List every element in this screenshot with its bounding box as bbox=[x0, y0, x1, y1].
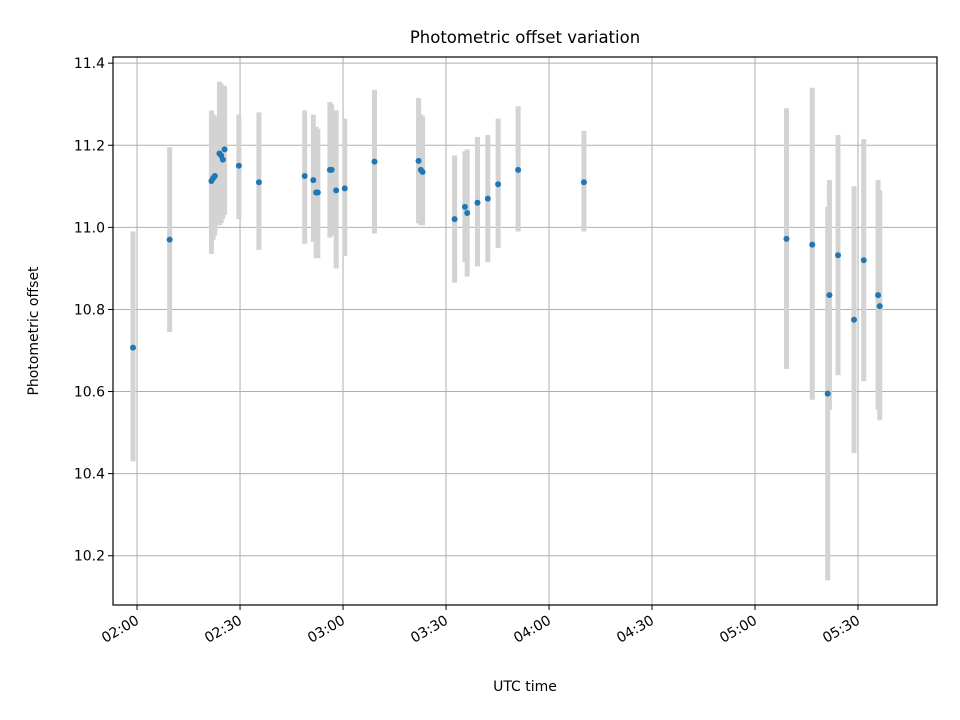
data-point bbox=[875, 292, 882, 299]
data-point bbox=[876, 303, 883, 310]
data-point bbox=[515, 166, 522, 173]
y-tick-label: 10.2 bbox=[74, 549, 105, 565]
data-point bbox=[341, 185, 348, 192]
data-point bbox=[235, 162, 242, 169]
y-tick-label: 11.0 bbox=[74, 220, 105, 236]
data-point bbox=[166, 236, 173, 243]
data-point bbox=[314, 189, 321, 196]
y-tick-label: 10.8 bbox=[74, 302, 105, 318]
data-point bbox=[461, 203, 468, 210]
data-point bbox=[219, 156, 226, 163]
data-point bbox=[824, 390, 831, 397]
data-point bbox=[255, 179, 262, 186]
data-point bbox=[371, 158, 378, 165]
data-point bbox=[328, 166, 335, 173]
data-point bbox=[860, 257, 867, 264]
chart-title: Photometric offset variation bbox=[410, 28, 640, 47]
data-point bbox=[211, 173, 218, 180]
data-points bbox=[130, 146, 883, 397]
y-axis-label: Photometric offset bbox=[26, 266, 42, 396]
data-point bbox=[333, 187, 340, 194]
data-point bbox=[809, 241, 816, 248]
y-axis-ticks: 10.2 10.4 10.6 10.8 11.0 11.2 11.4 bbox=[74, 56, 113, 565]
data-point bbox=[419, 168, 426, 175]
data-point bbox=[580, 179, 587, 186]
data-point bbox=[851, 316, 858, 323]
data-point bbox=[835, 252, 842, 259]
y-tick-label: 11.2 bbox=[74, 138, 105, 154]
data-point bbox=[484, 195, 491, 202]
data-point bbox=[301, 173, 308, 180]
plot-area-frame bbox=[112, 56, 938, 606]
data-point bbox=[130, 344, 137, 351]
data-point bbox=[495, 181, 502, 188]
data-point bbox=[310, 177, 317, 184]
data-point bbox=[464, 209, 471, 216]
data-point bbox=[415, 157, 422, 164]
data-point bbox=[474, 199, 481, 206]
data-point bbox=[826, 292, 833, 299]
grid bbox=[113, 57, 937, 605]
y-tick-label: 10.6 bbox=[74, 385, 105, 401]
data-point bbox=[221, 146, 228, 153]
data-point bbox=[783, 235, 790, 242]
y-tick-label: 10.4 bbox=[74, 467, 105, 483]
data-point bbox=[451, 216, 458, 223]
x-axis-label: UTC time bbox=[493, 679, 557, 695]
y-tick-label: 11.4 bbox=[74, 56, 105, 72]
